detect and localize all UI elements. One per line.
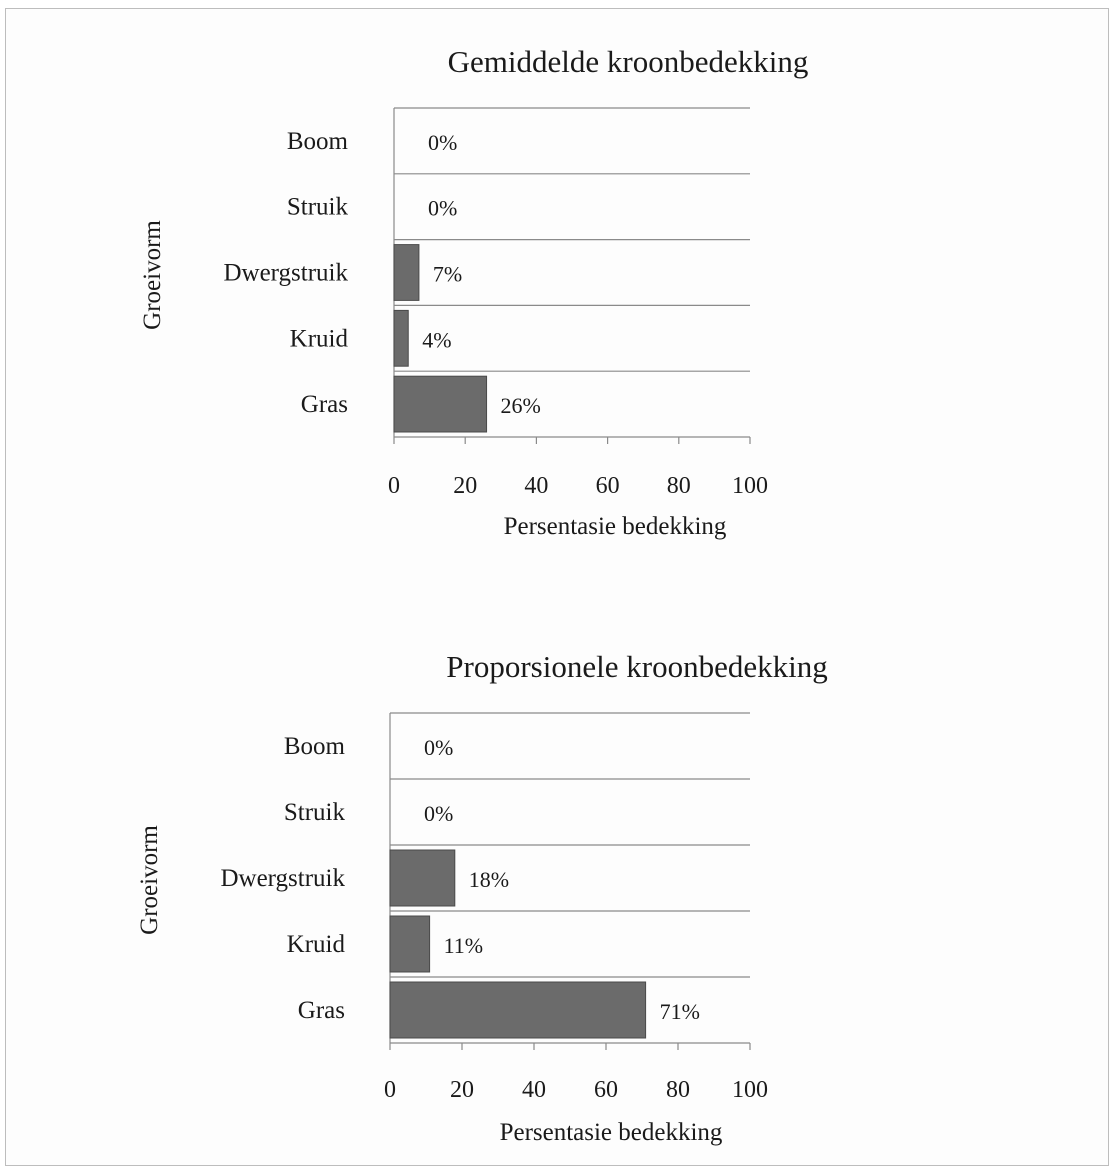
plot-area: 0 20 40 60 80 100 Boom 0% Struik 0% Dwergstruik 18%…: [220, 712, 768, 1103]
chart-proportional-crown-cover: Proporsionele kroonbedekking Persentasie…: [136, 649, 828, 1146]
x-tick-label: 20: [450, 1077, 474, 1103]
data-label: 0%: [424, 801, 453, 826]
category-label: Struik: [284, 799, 346, 826]
bar: [389, 915, 431, 973]
x-tick-label: 60: [596, 473, 620, 499]
category-label: Gras: [298, 997, 345, 1024]
category-label: Dwergstruik: [223, 260, 348, 287]
data-label: 18%: [469, 867, 509, 892]
bar: [389, 849, 456, 907]
x-tick-label: 20: [453, 473, 477, 499]
chart-title: Proporsionele kroonbedekking: [446, 649, 827, 684]
y-axis-title: Groeivorm: [136, 825, 163, 935]
chart-mean-crown-cover: Gemiddelde kroonbedekking Persentasie be…: [139, 44, 808, 540]
x-tick-label: 100: [732, 1077, 768, 1103]
x-tick-label: 100: [732, 473, 768, 499]
plot-area: 0 20 40 60 80 100 Boom 0% Struik 0% Dwergstruik 7% K…: [223, 107, 768, 499]
x-tick-label: 40: [524, 473, 548, 499]
bar: [393, 375, 488, 433]
category-label: Kruid: [290, 325, 349, 352]
data-label: 0%: [428, 196, 457, 221]
x-axis-title: Persentasie bedekking: [504, 513, 727, 540]
bar: [393, 309, 409, 367]
bar: [389, 981, 647, 1039]
data-label: 0%: [428, 130, 457, 155]
y-axis-title: Groeivorm: [139, 220, 166, 330]
x-tick-label: 60: [594, 1077, 618, 1103]
data-label: 26%: [501, 393, 541, 418]
figure-frame: [5, 8, 1109, 1166]
category-label: Boom: [284, 733, 346, 760]
data-label: 4%: [422, 327, 451, 352]
category-label: Boom: [287, 128, 349, 155]
category-label: Struik: [287, 194, 349, 221]
x-tick-label: 80: [667, 473, 691, 499]
x-tick-label: 0: [388, 473, 400, 499]
chart-title: Gemiddelde kroonbedekking: [448, 44, 809, 79]
bar: [393, 244, 420, 301]
x-axis-title: Persentasie bedekking: [500, 1119, 723, 1146]
x-tick-label: 40: [522, 1077, 546, 1103]
data-label: 11%: [444, 933, 484, 958]
data-label: 7%: [433, 262, 462, 287]
data-label: 71%: [660, 999, 700, 1024]
category-label: Gras: [301, 391, 348, 418]
x-tick-label: 80: [666, 1077, 690, 1103]
category-label: Kruid: [287, 931, 346, 958]
x-tick-label: 0: [384, 1077, 396, 1103]
category-label: Dwergstruik: [220, 865, 345, 892]
data-label: 0%: [424, 735, 453, 760]
